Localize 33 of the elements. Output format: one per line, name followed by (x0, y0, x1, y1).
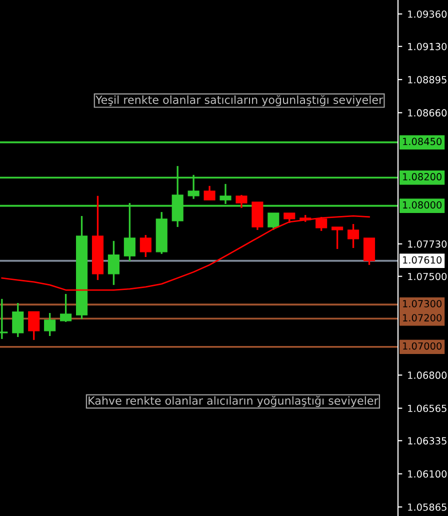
ref-line-label: 1.08000 (403, 201, 442, 209)
y-tick-label: 1.09360 (408, 10, 447, 18)
ref-line-label: 1.07300 (403, 300, 442, 308)
y-tick-label: 1.06800 (408, 372, 447, 379)
candlestick (363, 237, 376, 266)
y-tick-label: 1.08895 (408, 76, 446, 84)
candlestick (108, 240, 120, 286)
ref-line-label: 1.08200 (403, 173, 442, 180)
annotation: Kahve renkte olanlar alıcıların yoğunlaştığı seviyeler (88, 396, 378, 407)
candlestick (28, 310, 40, 341)
ref-line-label: 1.07610 (403, 256, 442, 264)
candlestick (140, 234, 152, 258)
y-tick-label: 1.05865 (408, 503, 446, 511)
y-tick-label: 1.06565 (408, 404, 446, 412)
y-tick-label: 1.07730 (408, 240, 447, 248)
candlestick (44, 312, 56, 337)
y-tick-label: 1.06335 (408, 437, 446, 445)
ref-line-label: 1.07200 (403, 314, 442, 322)
candlestick (60, 293, 72, 323)
candlestick (204, 185, 216, 201)
candlestick (12, 302, 24, 338)
candlestick (268, 212, 280, 231)
ref-line-label: 1.07000 (403, 342, 442, 350)
ref-line-label: 1.08450 (403, 138, 442, 146)
line-series (1, 215, 370, 291)
y-tick-label: 1.07500 (408, 272, 447, 280)
y-tick-label: 1.08660 (408, 109, 447, 117)
candlestick (332, 226, 344, 250)
y-tick-label: 1.09130 (408, 42, 447, 50)
candlestick (348, 223, 360, 249)
annotation: Yeşil renkte olanlar satıcıların yoğunlaştığı seviyeler (95, 95, 384, 106)
y-tick-label: 1.06100 (408, 470, 447, 478)
candlestick (236, 194, 248, 209)
